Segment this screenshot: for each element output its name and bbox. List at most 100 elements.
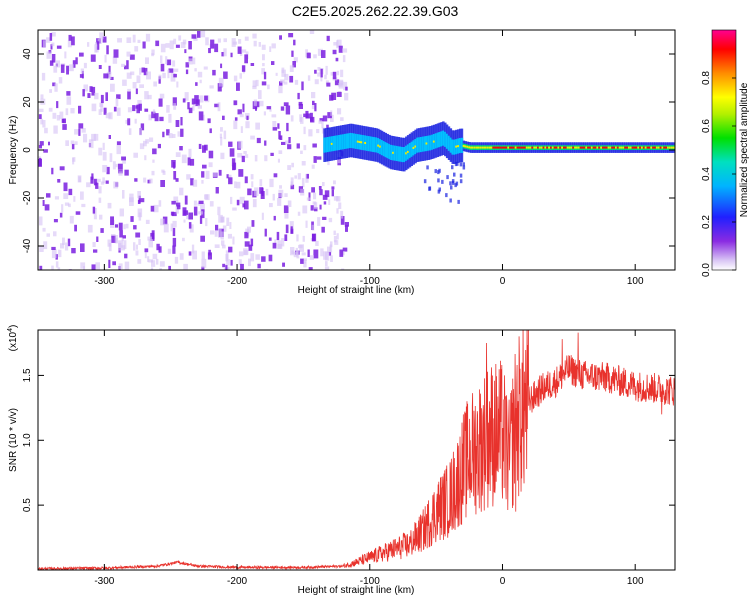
noise-cell [336,39,342,48]
noise-cell [192,250,197,260]
noise-cell [126,60,129,70]
noise-cell [277,123,280,129]
tail-cell [437,189,441,194]
noise-cell [60,64,65,73]
track-core-cell [323,137,326,153]
track-peak-cell [644,146,648,149]
noise-cell [195,82,198,86]
noise-cell [41,72,46,81]
noise-cell [171,160,176,168]
noise-cell [255,122,260,130]
noise-cell [100,228,104,233]
noise-cell [333,236,337,243]
noise-cell [171,200,176,205]
tail-cell [438,187,441,192]
noise-cell [95,182,99,189]
noise-cell [49,60,54,66]
noise-cell [220,63,223,69]
noise-cell [137,191,141,199]
noise-cell [65,108,69,116]
track-peak-cell [654,146,657,149]
noise-cell [83,84,88,92]
noise-cell [160,180,165,187]
track-core-cell [410,141,413,157]
noise-cell [209,128,212,134]
track-peak-cell [577,146,581,149]
noise-cell [325,80,329,85]
noise-cell [189,224,194,233]
noise-cell [261,81,267,86]
noise-cell [298,101,303,106]
noise-cell [118,242,122,251]
noise-cell [184,195,188,205]
noise-cell [281,238,285,247]
track-peak-cell [615,146,618,149]
noise-cell [147,179,151,184]
noise-cell [191,244,195,254]
noise-cell [245,121,250,129]
tail-cell [454,162,458,167]
noise-cell [73,196,76,202]
noise-cell [188,58,193,65]
track-peak-cell [594,146,597,149]
track-peak-cell [473,146,477,149]
noise-cell [122,235,126,239]
noise-cell [139,67,142,75]
noise-cell [152,148,157,155]
noise-cell [40,118,44,125]
noise-cell [258,90,262,99]
noise-cell [302,205,308,214]
noise-cell [337,159,341,164]
track-core-cell [393,145,397,161]
noise-cell [152,159,155,163]
noise-cell [46,51,51,59]
noise-cell [62,124,67,130]
noise-cell [320,248,324,257]
y-tick-label: 1.0 [22,433,33,447]
noise-cell [222,225,227,232]
noise-cell [144,91,149,100]
noise-cell [98,65,102,69]
track-peak-cell [572,146,575,149]
noise-cell [325,65,328,75]
x-tick-label: 0 [500,576,506,587]
noise-cell [326,35,330,42]
track-peak-cell [462,144,466,147]
track-peak-cell [605,146,609,149]
noise-cell [313,202,318,209]
track-peak-cell [483,146,486,149]
noise-cell [237,109,242,115]
noise-cell [175,44,180,48]
noise-cell [98,186,102,194]
noise-cell [333,230,336,236]
track-peak-cell [377,144,380,147]
noise-cell [326,124,329,129]
noise-cell [147,236,152,241]
track-peak-cell [494,146,497,149]
noise-cell [229,148,235,157]
noise-cell [321,50,326,58]
track-core-cell [399,146,402,162]
noise-cell [221,240,225,246]
noise-cell [39,265,43,270]
noise-cell [228,141,233,147]
noise-cell [140,123,145,131]
noise-cell [272,193,275,201]
noise-cell [226,174,229,179]
noise-cell [59,166,65,171]
x-tick-label: -200 [227,576,247,587]
track-peak-cell [585,146,588,149]
track-peak-cell [392,151,395,154]
noise-cell [214,43,219,53]
noise-cell [60,243,65,249]
noise-cell [291,50,294,57]
noise-cell [231,158,236,167]
noise-cell [162,216,168,225]
noise-cell [214,231,218,237]
noise-cell [128,128,132,135]
noise-cell [340,210,344,219]
noise-cell [270,152,274,156]
noise-cell [256,137,261,144]
noise-cell [151,260,156,267]
noise-cell [238,140,243,149]
